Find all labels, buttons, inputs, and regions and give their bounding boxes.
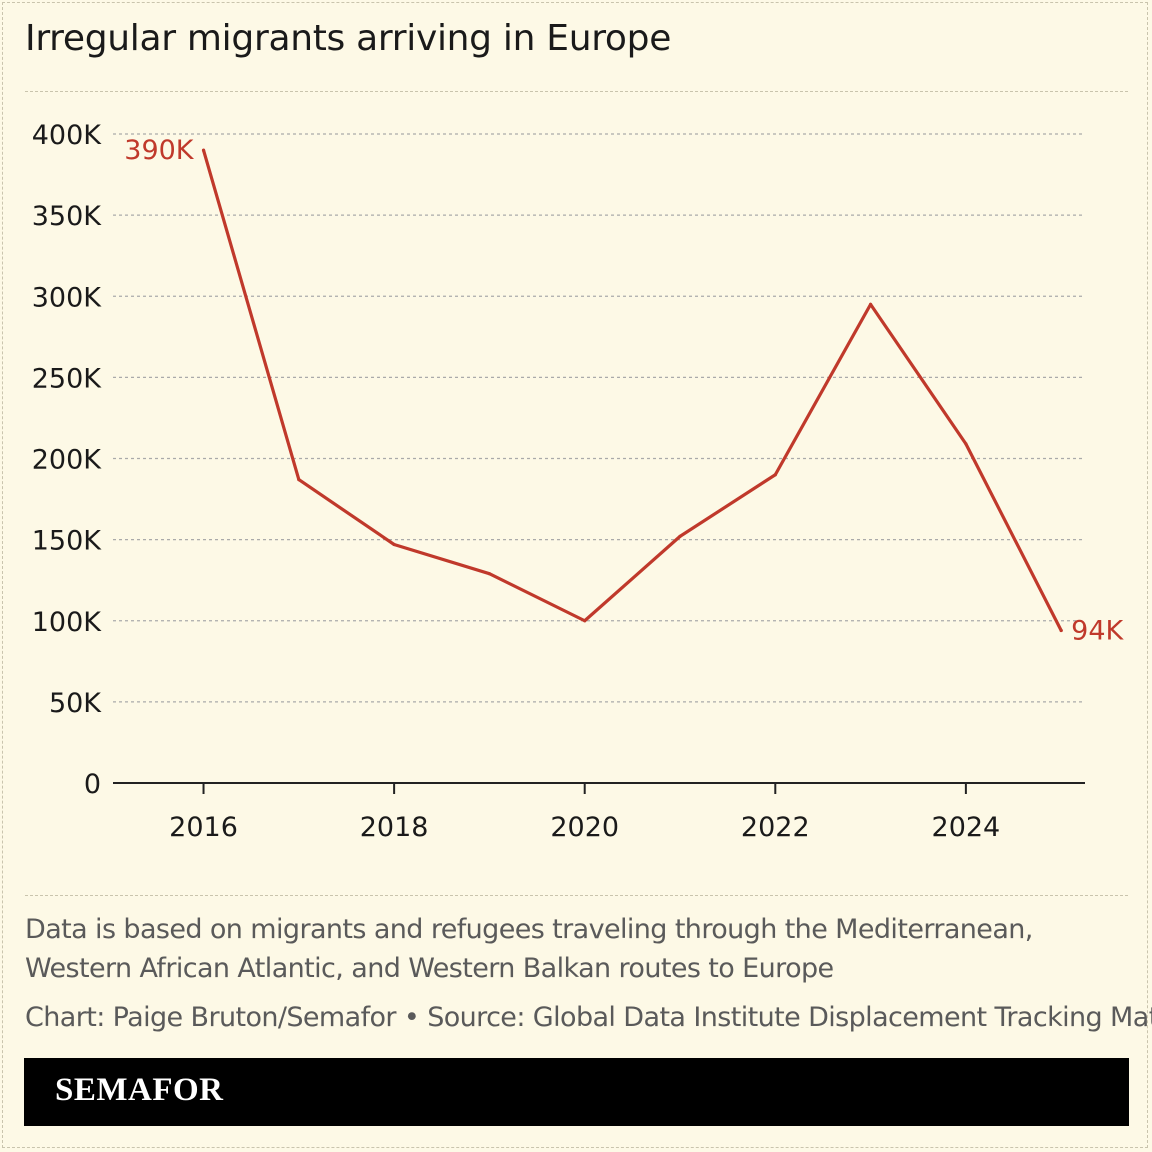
grid-lines xyxy=(113,133,1085,703)
data-point-2018 xyxy=(392,542,396,547)
x-tick-label: 2016 xyxy=(169,812,238,843)
y-tick-label: 250K xyxy=(32,363,103,394)
top-divider xyxy=(25,91,1128,92)
chart-credit: Chart: Paige Bruton/Semafor • Source: Gl… xyxy=(25,1002,1152,1033)
series-layer xyxy=(201,148,1063,633)
y-tick-label: 350K xyxy=(32,201,103,232)
x-tick-label: 2024 xyxy=(932,812,1001,843)
data-point-2025 xyxy=(1059,628,1063,633)
x-tick-label: 2018 xyxy=(360,812,429,843)
y-tick-label: 50K xyxy=(49,688,102,719)
x-tick-label: 2022 xyxy=(741,812,810,843)
data-point-2023 xyxy=(868,302,873,306)
line-chart: 0 50K 100K 150K 200K 250K 300K 350K 400K 2016 2018… xyxy=(32,120,1125,843)
data-point-2024 xyxy=(964,442,968,446)
semafor-logo: SEMAFOR xyxy=(55,1072,224,1108)
data-label-2016: 390K xyxy=(124,135,195,166)
y-tick-label: 300K xyxy=(32,282,103,313)
data-point-2021 xyxy=(678,534,682,538)
y-tick-label: 0 xyxy=(84,769,101,800)
series-line-0 xyxy=(201,148,1063,633)
data-point-2020 xyxy=(583,619,587,623)
y-tick-label: 400K xyxy=(32,120,103,151)
y-tick-label: 150K xyxy=(32,526,103,557)
footer-bar: SEMAFOR xyxy=(24,1058,1129,1126)
chart-note: Data is based on migrants and refugees t… xyxy=(25,914,1033,984)
data-labels: 390K 94K xyxy=(124,135,1124,646)
data-point-2022 xyxy=(773,473,777,477)
chart-title: Irregular migrants arriving in Europe xyxy=(25,18,672,59)
data-point-2017 xyxy=(297,477,301,482)
bottom-divider xyxy=(25,895,1128,896)
y-tick-label: 200K xyxy=(32,445,103,476)
data-point-2016 xyxy=(201,148,206,152)
x-tick-label: 2020 xyxy=(550,812,619,843)
y-tick-label: 100K xyxy=(32,607,103,638)
axes: 0 50K 100K 150K 200K 250K 300K 350K 400K 2016 2018… xyxy=(32,120,1085,843)
data-label-2025: 94K xyxy=(1071,615,1124,646)
data-point-2019 xyxy=(487,572,492,576)
